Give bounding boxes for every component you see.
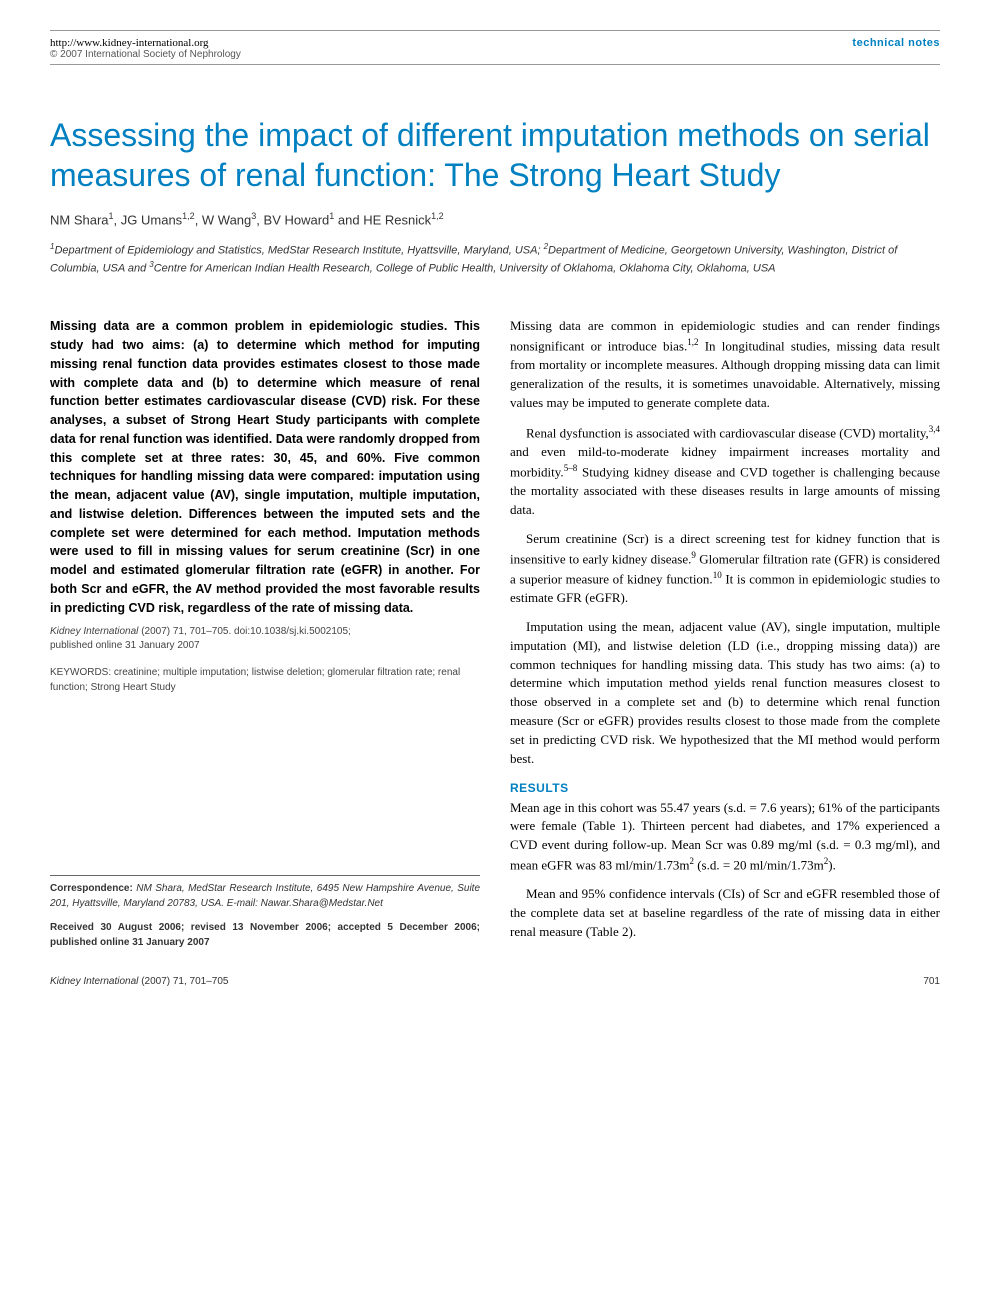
received-text: Received 30 August 2006; revised 13 Nove… [50, 922, 480, 948]
intro-para-3: Serum creatinine (Scr) is a direct scree… [510, 530, 940, 608]
section-label: technical notes [852, 37, 940, 49]
affiliations: 1Department of Epidemiology and Statisti… [50, 241, 940, 277]
footer-journal: Kidney International [50, 976, 138, 987]
footer-issue: (2007) 71, 701–705 [141, 976, 228, 987]
article-title: Assessing the impact of different imputa… [50, 115, 940, 195]
footer-page-number: 701 [923, 976, 940, 987]
correspondence-label: Correspondence: [50, 883, 133, 894]
keywords-line: KEYWORDS: creatinine; multiple imputatio… [50, 665, 480, 695]
abstract-text: Missing data are a common problem in epi… [50, 317, 480, 617]
footer-citation: Kidney International (2007) 71, 701–705 [50, 976, 228, 987]
correspondence: Correspondence: NM Shara, MedStar Resear… [50, 875, 480, 911]
journal-url: http://www.kidney-international.org [50, 37, 209, 49]
results-para-1: Mean age in this cohort was 55.47 years … [510, 799, 940, 876]
citation-line: Kidney International (2007) 71, 701–705.… [50, 625, 480, 653]
author-list: NM Shara1, JG Umans1,2, W Wang3, BV Howa… [50, 211, 940, 227]
received-dates: Received 30 August 2006; revised 13 Nove… [50, 921, 480, 950]
citation-journal: Kidney International [50, 626, 138, 637]
results-heading: RESULTS [510, 781, 940, 795]
copyright-line: © 2007 International Society of Nephrolo… [50, 49, 940, 65]
results-para-2: Mean and 95% confidence intervals (CIs) … [510, 885, 940, 942]
intro-para-4: Imputation using the mean, adjacent valu… [510, 618, 940, 769]
page-footer: Kidney International (2007) 71, 701–705 … [50, 976, 940, 987]
two-column-body: Missing data are a common problem in epi… [50, 317, 940, 951]
intro-para-2: Renal dysfunction is associated with car… [510, 423, 940, 520]
left-column: Missing data are a common problem in epi… [50, 317, 480, 951]
citation-details: (2007) 71, 701–705. doi:10.1038/sj.ki.50… [141, 626, 351, 637]
intro-para-1: Missing data are common in epidemiologic… [510, 317, 940, 413]
citation-published: published online 31 January 2007 [50, 640, 200, 651]
running-header: http://www.kidney-international.org tech… [50, 30, 940, 49]
right-column: Missing data are common in epidemiologic… [510, 317, 940, 951]
